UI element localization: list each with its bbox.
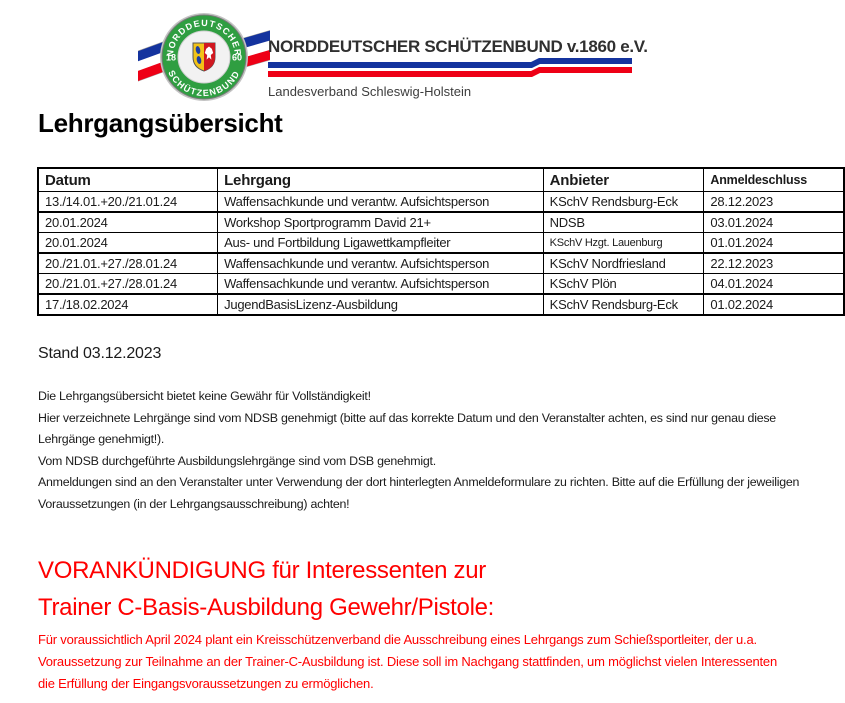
org-name: NORDDEUTSCHER SCHÜTZENBUND v.1860 e.V.: [268, 37, 648, 56]
table-row: 17./18.02.2024 JugendBasisLizenz-Ausbildu…: [37, 293, 845, 316]
course-table: Datum Lehrgang Anbieter Anmeldeschluss 13./…: [37, 167, 845, 316]
suborg-name: Landesverband Schleswig-Holstein: [268, 84, 472, 99]
table-row: 20./21.01.+27./28.01.24 Waffensachkunde u…: [37, 252, 845, 274]
column-header: Datum: [37, 167, 219, 192]
table-row: 20./21.01.+27./28.01.24 Waffensachkunde u…: [37, 273, 845, 295]
announcement-heading-line2: Trainer C-Basis-Ausbildung Gewehr/Pistol…: [38, 594, 495, 621]
stand-date: Stand 03.12.2023: [38, 345, 162, 362]
column-header: Anbieter: [542, 167, 705, 192]
table-cell: 04.01.2024: [703, 273, 845, 295]
notes: Die Lehrgangsübersicht bietet keine Gewä…: [38, 386, 800, 515]
note-line: Anmeldungen sind an den Veranstalter unt…: [38, 475, 800, 511]
announcement-heading: VORANKÜNDIGUNG für Interessenten zur Tra…: [38, 552, 494, 626]
table-row: 20.01.2024 Aus- und Fortbildung Ligawettk…: [37, 232, 845, 254]
table-cell: 20./21.01.+27./28.01.24: [37, 252, 219, 274]
note-line: Die Lehrgangsübersicht bietet keine Gewä…: [38, 389, 371, 403]
table-cell: 03.01.2024: [703, 211, 845, 233]
column-header: Lehrgang: [217, 167, 544, 192]
table-cell: KSchV Rendsburg-Eck: [542, 191, 705, 213]
course-table-wrap: Datum Lehrgang Anbieter Anmeldeschluss 13./…: [37, 167, 845, 316]
table-cell: Aus- und Fortbildung Ligawettkampfleiter: [217, 232, 544, 254]
table-cell: 20./21.01.+27./28.01.24: [37, 273, 219, 295]
table-cell: KSchV Hzgt. Lauenburg: [542, 232, 705, 254]
column-header: Anmeldeschluss: [703, 167, 845, 192]
table-cell: KSchV Nordfriesland: [542, 252, 705, 274]
table-cell: NDSB: [542, 211, 705, 233]
page-title: Lehrgangsübersicht: [38, 108, 283, 138]
ndsb-logo: NORDDEUTSCHER SCHÜTZENBUND 18 60: [127, 10, 280, 106]
table-cell: Workshop Sportprogramm David 21+: [217, 211, 544, 233]
schleswig-holstein-shield-icon: [192, 42, 216, 72]
table-cell: KSchV Plön: [542, 273, 705, 295]
year-right: 60: [232, 53, 242, 63]
announcement-heading-line1: VORANKÜNDIGUNG für Interessenten zur: [38, 557, 487, 584]
table-cell: 01.01.2024: [703, 232, 845, 254]
table-row: 13./14.01.+20./21.01.24 Waffensachkunde u…: [37, 191, 845, 213]
brand-stripes-icon: [268, 57, 634, 79]
table-row: 20.01.2024 Workshop Sportprogramm David 2…: [37, 211, 845, 233]
table-cell: JugendBasisLizenz-Ausbildung: [217, 293, 544, 316]
ndsb-emblem-icon: NORDDEUTSCHER SCHÜTZENBUND 18 60: [127, 13, 280, 101]
table-cell: 13./14.01.+20./21.01.24: [37, 191, 219, 213]
announcement-body: Für voraussichtlich April 2024 plant ein…: [38, 632, 777, 691]
table-cell: KSchV Rendsburg-Eck: [542, 293, 705, 316]
table-cell: Waffensachkunde und verantw. Aufsichtspe…: [217, 191, 544, 213]
table-cell: 20.01.2024: [37, 232, 219, 254]
table-cell: Waffensachkunde und verantw. Aufsichtspe…: [217, 273, 544, 295]
table-cell: Waffensachkunde und verantw. Aufsichtspe…: [217, 252, 544, 274]
table-cell: 28.12.2023: [703, 191, 845, 213]
table-cell: 01.02.2024: [703, 293, 845, 316]
note-line: Hier verzeichnete Lehrgänge sind vom NDS…: [38, 410, 776, 447]
note-line: Vom NDSB durchgeführte Ausbildungslehrgä…: [38, 453, 436, 468]
table-header-row: Datum Lehrgang Anbieter Anmeldeschluss: [37, 167, 845, 192]
table-cell: 17./18.02.2024: [37, 293, 219, 316]
table-cell: 22.12.2023: [703, 252, 845, 274]
year-left: 18: [166, 53, 176, 63]
table-cell: 20.01.2024: [37, 211, 219, 233]
